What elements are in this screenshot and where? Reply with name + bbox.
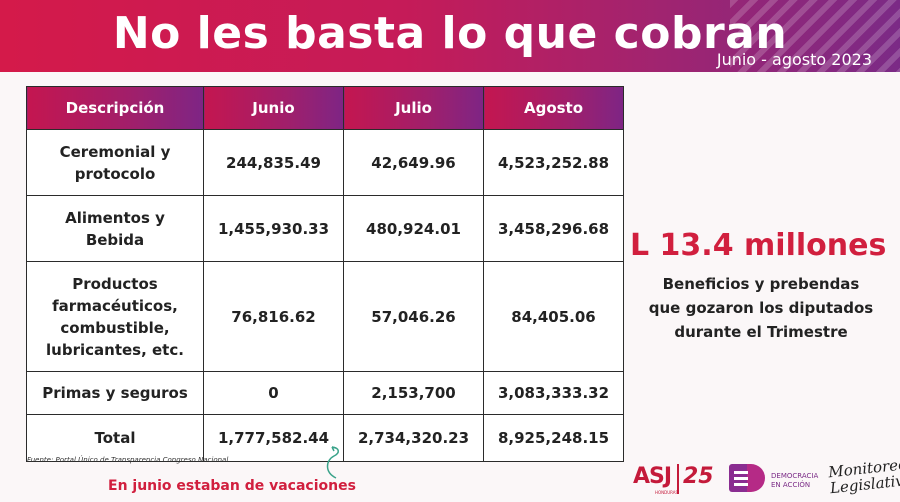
total-highlight: L 13.4 millones (630, 228, 887, 263)
democracia-en-accion-icon (729, 464, 765, 492)
table-row: Primas y seguros 0 2,153,700 3,083,333.3… (26, 371, 624, 415)
cell-junio: 1,777,582.44 (203, 414, 344, 462)
asj-logo: ASJ (633, 464, 672, 489)
cell-julio: 2,153,700 (343, 371, 484, 415)
cell-agosto: 3,458,296.68 (483, 195, 624, 262)
cell-julio: 2,734,320.23 (343, 414, 484, 462)
cell-julio: 42,649.96 (343, 129, 484, 196)
cell-junio: 244,835.49 (203, 129, 344, 196)
cell-junio: 0 (203, 371, 344, 415)
row-description: Total (26, 414, 204, 462)
monitoreo-legislativo-logo: Monitoreo Legislativo (827, 455, 900, 497)
table-row: Alimentos y Bebida 1,455,930.33 480,924.… (26, 195, 624, 262)
desc-line: Total (94, 429, 136, 447)
cell-junio: 1,455,930.33 (203, 195, 344, 262)
da-line: DEMOCRACIA (771, 472, 819, 480)
asj-logo-subtext: HONDURAS (655, 490, 679, 495)
desc-line: combustible, (60, 318, 170, 337)
header-julio: Julio (343, 86, 484, 130)
cell-agosto: 3,083,333.32 (483, 371, 624, 415)
row-description: Ceremonial y protocolo (26, 129, 204, 196)
header-junio: Junio (203, 86, 344, 130)
caption-line: Beneficios y prebendas (662, 275, 860, 293)
desc-line: Ceremonial y (59, 142, 171, 161)
header-banner (0, 0, 900, 72)
cell-agosto: 84,405.06 (483, 261, 624, 372)
cell-agosto: 4,523,252.88 (483, 129, 624, 196)
anniversary-logo: 25 (683, 464, 714, 489)
desc-line: farmacéuticos, (52, 296, 178, 315)
source-footnote: Fuente: Portal Único de Transparencia Co… (27, 456, 229, 464)
curved-arrow-icon (326, 446, 339, 479)
page-title: No les basta lo que cobran (112, 8, 788, 59)
desc-line: Bebida (85, 230, 145, 249)
caption-line: durante el Trimestre (674, 323, 848, 341)
row-description: Primas y seguros (26, 371, 204, 415)
table-header-row: Descripción Junio Julio Agosto (26, 86, 624, 130)
expenses-table: Descripción Junio Julio Agosto Ceremonia… (26, 86, 624, 462)
header-descripcion: Descripción (26, 86, 204, 130)
table-row: Productos farmacéuticos, combustible, lu… (26, 261, 624, 372)
row-description: Alimentos y Bebida (26, 195, 204, 262)
header-agosto: Agosto (483, 86, 624, 130)
desc-line: protocolo (74, 164, 156, 183)
desc-line: Alimentos y (65, 208, 165, 227)
cell-junio: 76,816.62 (203, 261, 344, 372)
cell-julio: 57,046.26 (343, 261, 484, 372)
da-line: EN ACCIÓN (771, 481, 811, 489)
desc-line: Productos (72, 274, 158, 293)
table-total-row: Total 1,777,582.44 2,734,320.23 8,925,24… (26, 414, 624, 462)
row-description: Productos farmacéuticos, combustible, lu… (26, 261, 204, 372)
date-range-subtitle: Junio - agosto 2023 (716, 50, 872, 69)
desc-line: Primas y seguros (42, 384, 188, 402)
cell-julio: 480,924.01 (343, 195, 484, 262)
cell-agosto: 8,925,248.15 (483, 414, 624, 462)
vacation-note: En junio estaban de vacaciones (108, 478, 356, 494)
highlight-caption: Beneficios y prebendas que gozaron los d… (636, 272, 886, 344)
democracia-en-accion-logo: DEMOCRACIA EN ACCIÓN (771, 472, 818, 490)
footer-logos: ASJ HONDURAS 25 DEMOCRACIA EN ACCIÓN Mon… (633, 455, 900, 500)
logo-divider (677, 464, 679, 494)
table-row: Ceremonial y protocolo 244,835.49 42,649… (26, 129, 624, 196)
caption-line: que gozaron los diputados (648, 299, 874, 317)
desc-line: lubricantes, etc. (46, 340, 184, 359)
